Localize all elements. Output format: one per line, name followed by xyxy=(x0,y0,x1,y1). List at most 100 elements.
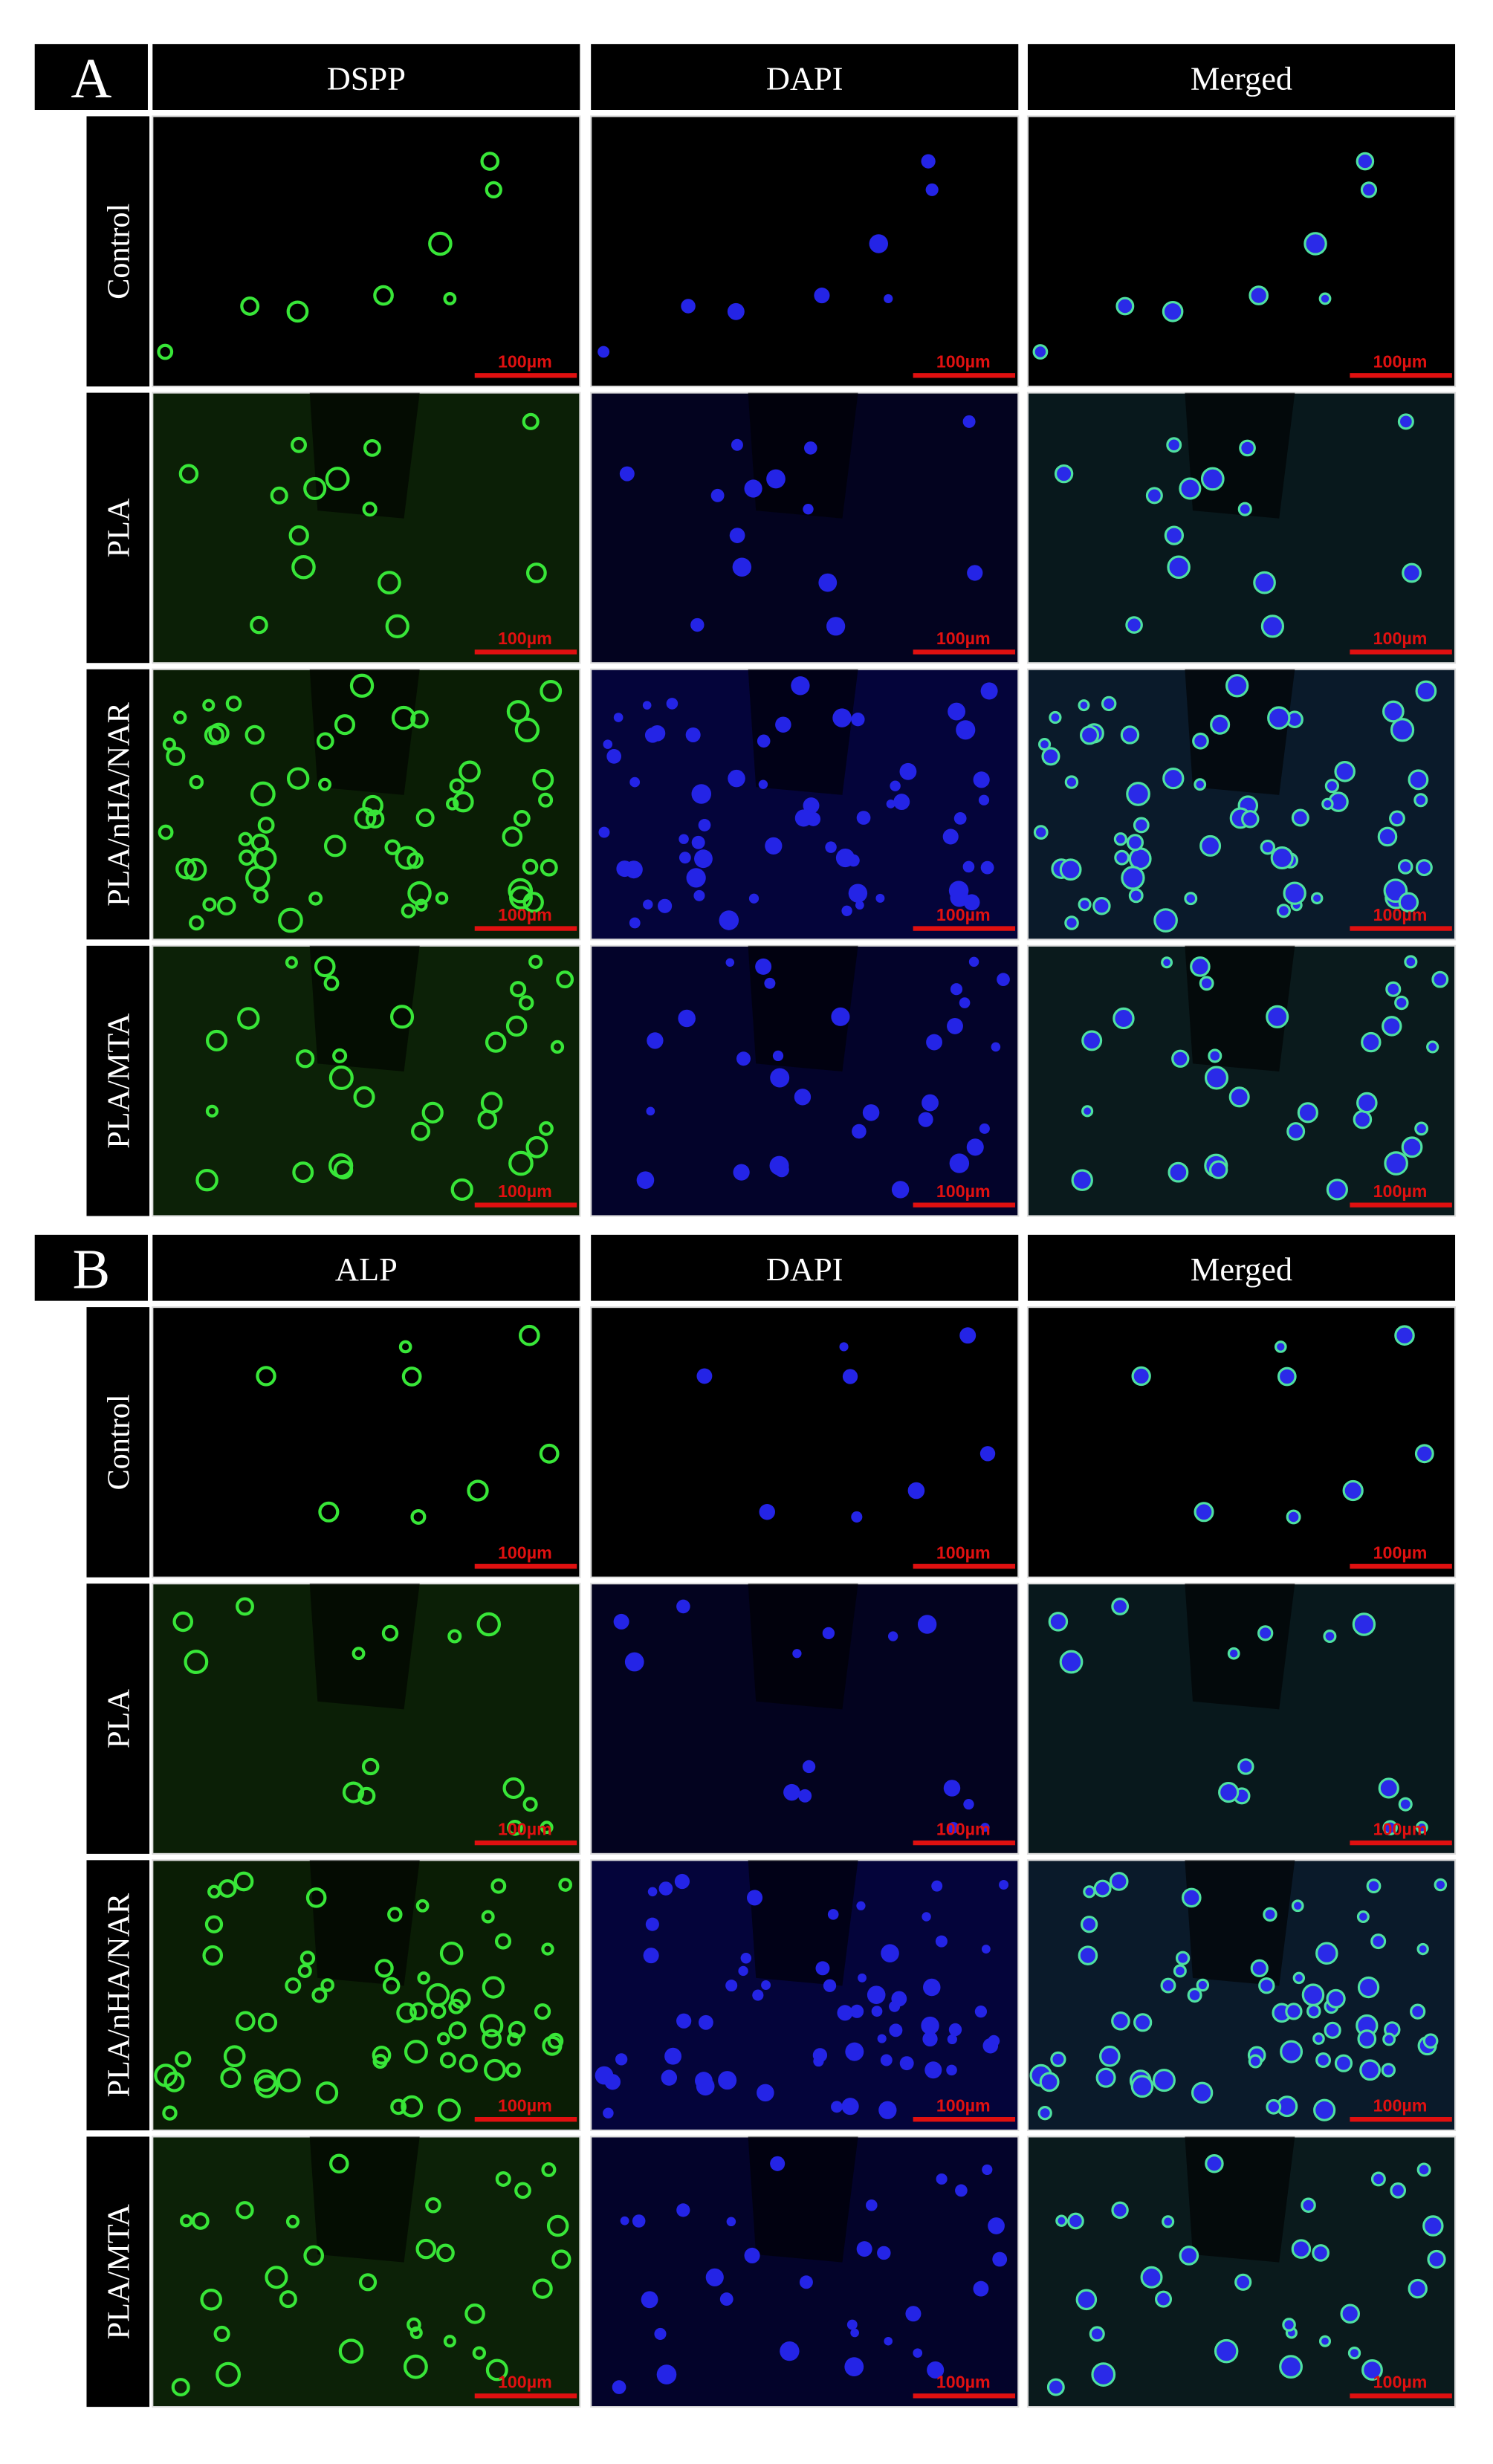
scale-bar-label: 100µm xyxy=(1373,2096,1428,2116)
cell xyxy=(382,1977,401,1994)
nucleus xyxy=(1410,771,1427,788)
nucleus xyxy=(1383,2064,1394,2076)
cell xyxy=(1067,2212,1084,2230)
nucleus xyxy=(1416,1123,1427,1134)
cell xyxy=(285,1977,302,1994)
cell xyxy=(1370,1933,1387,1950)
micrograph: 100µm xyxy=(1026,1859,1457,2132)
nucleus xyxy=(825,841,837,853)
cell xyxy=(415,898,428,912)
nucleus xyxy=(598,826,610,838)
nucleus xyxy=(835,848,855,868)
cell xyxy=(1383,878,1408,903)
column-header: DSPP xyxy=(327,60,406,97)
nucleus xyxy=(1211,1162,1226,1178)
cell xyxy=(1250,1959,1269,1977)
row-label: PLA xyxy=(102,1689,137,1748)
nucleus xyxy=(1368,1880,1379,1892)
cell xyxy=(1276,904,1291,918)
scale-bar-label: 100µm xyxy=(1373,2373,1428,2392)
nucleus xyxy=(1101,2047,1118,2065)
nucleus xyxy=(758,779,768,789)
scaffold-shadow xyxy=(1185,1860,1295,1986)
cell xyxy=(291,436,308,453)
nucleus xyxy=(925,183,939,196)
cell xyxy=(1125,616,1143,634)
nucleus xyxy=(770,1068,790,1088)
cell xyxy=(482,1976,505,1999)
cell xyxy=(540,858,558,877)
cell xyxy=(447,1629,462,1644)
nucleus xyxy=(636,1171,655,1189)
cell xyxy=(1237,502,1252,516)
cell xyxy=(508,1150,534,1176)
nucleus xyxy=(780,2341,800,2361)
nucleus xyxy=(1263,617,1283,636)
cell xyxy=(1055,2214,1068,2227)
row-label-box xyxy=(86,392,150,664)
cell xyxy=(1401,1136,1423,1158)
cell xyxy=(404,2040,428,2064)
cell xyxy=(1291,808,1309,827)
nucleus xyxy=(1362,183,1376,196)
cell xyxy=(514,2182,531,2199)
cell xyxy=(1111,2201,1129,2220)
nucleus xyxy=(1396,997,1408,1008)
scale-bar-label: 100µm xyxy=(936,905,991,924)
cell xyxy=(1253,571,1276,594)
nucleus xyxy=(1111,1873,1127,1890)
nucleus xyxy=(907,1482,925,1500)
nucleus xyxy=(921,2016,939,2035)
cell xyxy=(522,858,539,875)
nucleus xyxy=(844,2357,864,2377)
cell xyxy=(495,2170,511,2187)
cell xyxy=(238,831,253,846)
nucleus xyxy=(1128,835,1142,849)
cell xyxy=(1162,300,1184,322)
cell xyxy=(288,525,309,546)
nucleus xyxy=(603,739,613,749)
cell xyxy=(482,2029,502,2049)
nucleus xyxy=(1363,2361,1382,2379)
cell xyxy=(1081,1030,1103,1051)
nucleus xyxy=(1135,2014,1150,2030)
cell xyxy=(1190,956,1211,977)
scaffold-shadow xyxy=(748,669,858,795)
cell xyxy=(1167,555,1191,579)
cell xyxy=(540,680,563,702)
cell xyxy=(1318,292,1332,305)
scale-bar-label: 100µm xyxy=(498,2096,552,2116)
cell xyxy=(205,1104,219,1118)
cell xyxy=(353,1086,375,1108)
micrograph-background xyxy=(590,1306,1020,1578)
nucleus xyxy=(1384,702,1402,721)
nucleus xyxy=(1293,1901,1303,1910)
cell xyxy=(407,2317,421,2332)
micrograph: 100µm xyxy=(590,944,1020,1217)
nucleus xyxy=(632,2214,646,2228)
scaffold-shadow xyxy=(1185,392,1295,519)
nucleus xyxy=(1268,1007,1287,1026)
cell xyxy=(163,2071,185,2092)
cell xyxy=(1111,1598,1130,1615)
cell xyxy=(173,710,187,724)
nucleus xyxy=(1162,1980,1174,1992)
nucleus xyxy=(991,1042,1001,1052)
nucleus xyxy=(654,2327,667,2340)
nucleus xyxy=(848,884,868,903)
cell xyxy=(297,1963,312,1978)
nucleus xyxy=(1417,682,1435,700)
cell xyxy=(1081,1105,1094,1118)
nucleus xyxy=(1435,1880,1445,1890)
cell xyxy=(320,1978,334,1992)
cell xyxy=(1133,2013,1153,2032)
cell xyxy=(1155,2290,1173,2308)
cell xyxy=(1266,2098,1282,2115)
cell xyxy=(409,2002,428,2021)
cell xyxy=(318,1501,340,1523)
nucleus xyxy=(988,2217,1005,2234)
cell xyxy=(407,881,432,906)
cell xyxy=(1414,1121,1429,1136)
cell xyxy=(1334,2054,1353,2072)
